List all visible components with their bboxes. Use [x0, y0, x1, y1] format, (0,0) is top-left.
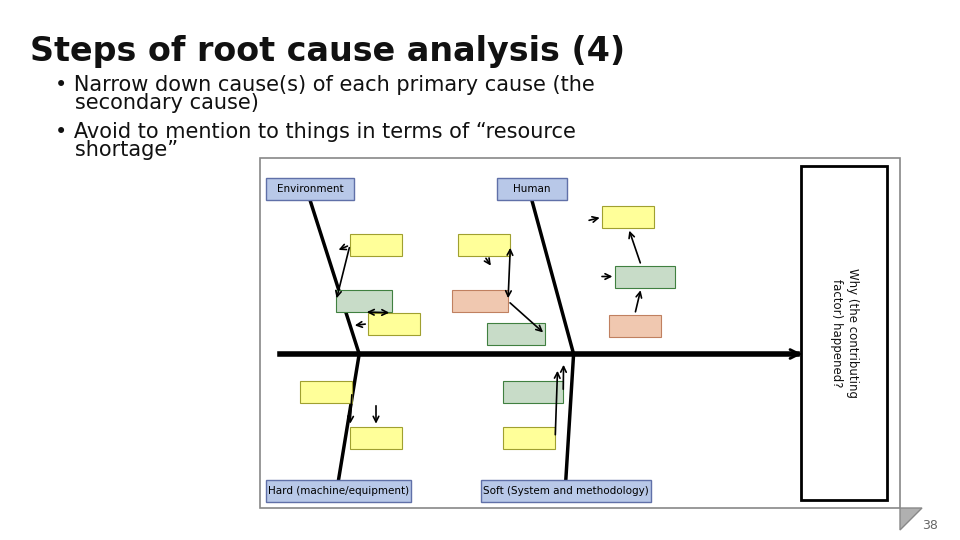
Bar	[336, 290, 392, 312]
Text: • Avoid to mention to things in terms of “resource: • Avoid to mention to things in terms of…	[55, 122, 576, 142]
Bar	[368, 313, 420, 335]
Bar	[459, 234, 511, 256]
Text: Environment: Environment	[276, 184, 344, 194]
Bar	[266, 178, 354, 200]
Bar	[801, 166, 887, 500]
Text: Why (the contributing
factor) happened?: Why (the contributing factor) happened?	[829, 268, 858, 398]
Bar	[503, 381, 564, 403]
Text: • Narrow down cause(s) of each primary cause (the: • Narrow down cause(s) of each primary c…	[55, 75, 595, 95]
Bar	[452, 290, 508, 312]
Bar	[350, 427, 402, 449]
Bar	[487, 323, 545, 345]
Text: Steps of root cause analysis (4): Steps of root cause analysis (4)	[30, 35, 625, 68]
Text: secondary cause): secondary cause)	[55, 93, 259, 113]
Bar	[603, 206, 655, 228]
Text: Human: Human	[513, 184, 550, 194]
Bar	[266, 480, 411, 502]
Bar	[350, 234, 402, 256]
Bar	[609, 314, 660, 336]
Bar	[497, 178, 566, 200]
Bar	[615, 266, 675, 287]
Bar	[503, 427, 555, 449]
Text: Soft (System and methodology): Soft (System and methodology)	[483, 486, 649, 496]
Polygon shape	[900, 508, 922, 530]
Text: Hard (machine/equipment): Hard (machine/equipment)	[268, 486, 409, 496]
Bar	[260, 158, 900, 508]
Text: 38: 38	[923, 519, 938, 532]
Text: shortage”: shortage”	[55, 140, 179, 160]
Bar	[481, 480, 651, 502]
Bar	[300, 381, 352, 403]
